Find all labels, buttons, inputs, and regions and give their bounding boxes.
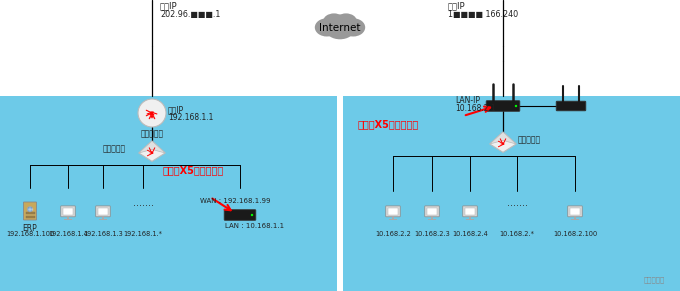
Bar — [571, 219, 579, 220]
Text: 公网IP: 公网IP — [160, 1, 177, 10]
Text: 公网IP: 公网IP — [448, 1, 466, 10]
Text: 10.168.2.*: 10.168.2.* — [500, 231, 534, 237]
Bar — [388, 208, 398, 215]
Text: 192.168.1.1: 192.168.1.1 — [168, 113, 214, 122]
Circle shape — [27, 207, 33, 212]
FancyBboxPatch shape — [224, 210, 256, 220]
Ellipse shape — [323, 15, 357, 37]
Text: LAN-IP: LAN-IP — [455, 96, 480, 105]
Text: 什么值得买: 什么值得买 — [644, 276, 665, 283]
Text: .......: ....... — [133, 198, 154, 208]
Ellipse shape — [323, 13, 345, 29]
FancyBboxPatch shape — [386, 206, 401, 217]
Text: 10.168.2.2: 10.168.2.2 — [375, 231, 411, 237]
Bar — [570, 208, 580, 215]
Bar — [99, 219, 107, 220]
Bar — [343, 96, 680, 291]
Circle shape — [251, 214, 253, 216]
Bar — [63, 208, 73, 215]
Text: 10.168.2.1: 10.168.2.1 — [455, 104, 496, 113]
Text: 192.168.1.*: 192.168.1.* — [124, 231, 163, 237]
Bar — [98, 208, 108, 215]
FancyBboxPatch shape — [61, 206, 75, 217]
Bar — [392, 216, 394, 219]
Text: 交换机设备: 交换机设备 — [103, 145, 126, 153]
Text: 蒲公英X5旁路路由器: 蒲公英X5旁路路由器 — [163, 165, 224, 175]
Polygon shape — [139, 141, 165, 153]
FancyBboxPatch shape — [425, 206, 439, 217]
Bar — [318, 23, 362, 33]
Circle shape — [138, 99, 166, 127]
Ellipse shape — [341, 18, 365, 36]
Text: ERP: ERP — [22, 224, 37, 233]
Text: 蒲公英X5一级路由器: 蒲公英X5一级路由器 — [358, 119, 420, 129]
Polygon shape — [490, 132, 516, 144]
Bar — [464, 208, 475, 215]
FancyBboxPatch shape — [24, 202, 37, 220]
Bar — [389, 219, 397, 220]
Text: 202.96.■■■.1: 202.96.■■■.1 — [160, 10, 220, 19]
Text: 一级路由器: 一级路由器 — [141, 129, 164, 138]
Text: 1■■■■ 166.240: 1■■■■ 166.240 — [448, 10, 518, 19]
Polygon shape — [490, 132, 516, 152]
Circle shape — [515, 105, 517, 107]
Text: Internet: Internet — [319, 23, 361, 33]
Text: .......: ....... — [507, 198, 528, 208]
Bar — [67, 216, 69, 219]
FancyBboxPatch shape — [556, 101, 585, 111]
Bar — [428, 219, 436, 220]
Bar — [64, 219, 72, 220]
Bar — [26, 216, 35, 217]
Bar — [102, 216, 104, 219]
Text: 10.168.2.4: 10.168.2.4 — [452, 231, 488, 237]
Text: 192.168.1.4: 192.168.1.4 — [48, 231, 88, 237]
Text: 192.168.1.3: 192.168.1.3 — [83, 231, 123, 237]
Bar — [469, 216, 471, 219]
Text: 10.168.2.3: 10.168.2.3 — [414, 231, 450, 237]
FancyBboxPatch shape — [96, 206, 110, 217]
Text: 10.168.2.100: 10.168.2.100 — [553, 231, 597, 237]
Bar — [574, 216, 576, 219]
Text: 局域IP: 局域IP — [168, 105, 184, 114]
Text: 交换机设备: 交换机设备 — [518, 136, 541, 145]
FancyBboxPatch shape — [568, 206, 582, 217]
Bar — [431, 216, 433, 219]
Bar — [26, 212, 35, 214]
Text: LAN : 10.168.1.1: LAN : 10.168.1.1 — [225, 223, 284, 229]
Ellipse shape — [335, 13, 357, 29]
Text: 192.168.1.100: 192.168.1.100 — [6, 231, 54, 237]
Ellipse shape — [315, 18, 339, 36]
Bar — [427, 208, 437, 215]
Ellipse shape — [326, 20, 354, 39]
FancyBboxPatch shape — [486, 101, 520, 111]
Bar — [466, 219, 474, 220]
FancyBboxPatch shape — [463, 206, 477, 217]
Bar — [0, 96, 337, 291]
Text: WAN : 192.168.1.99: WAN : 192.168.1.99 — [200, 198, 271, 204]
Polygon shape — [139, 141, 165, 162]
